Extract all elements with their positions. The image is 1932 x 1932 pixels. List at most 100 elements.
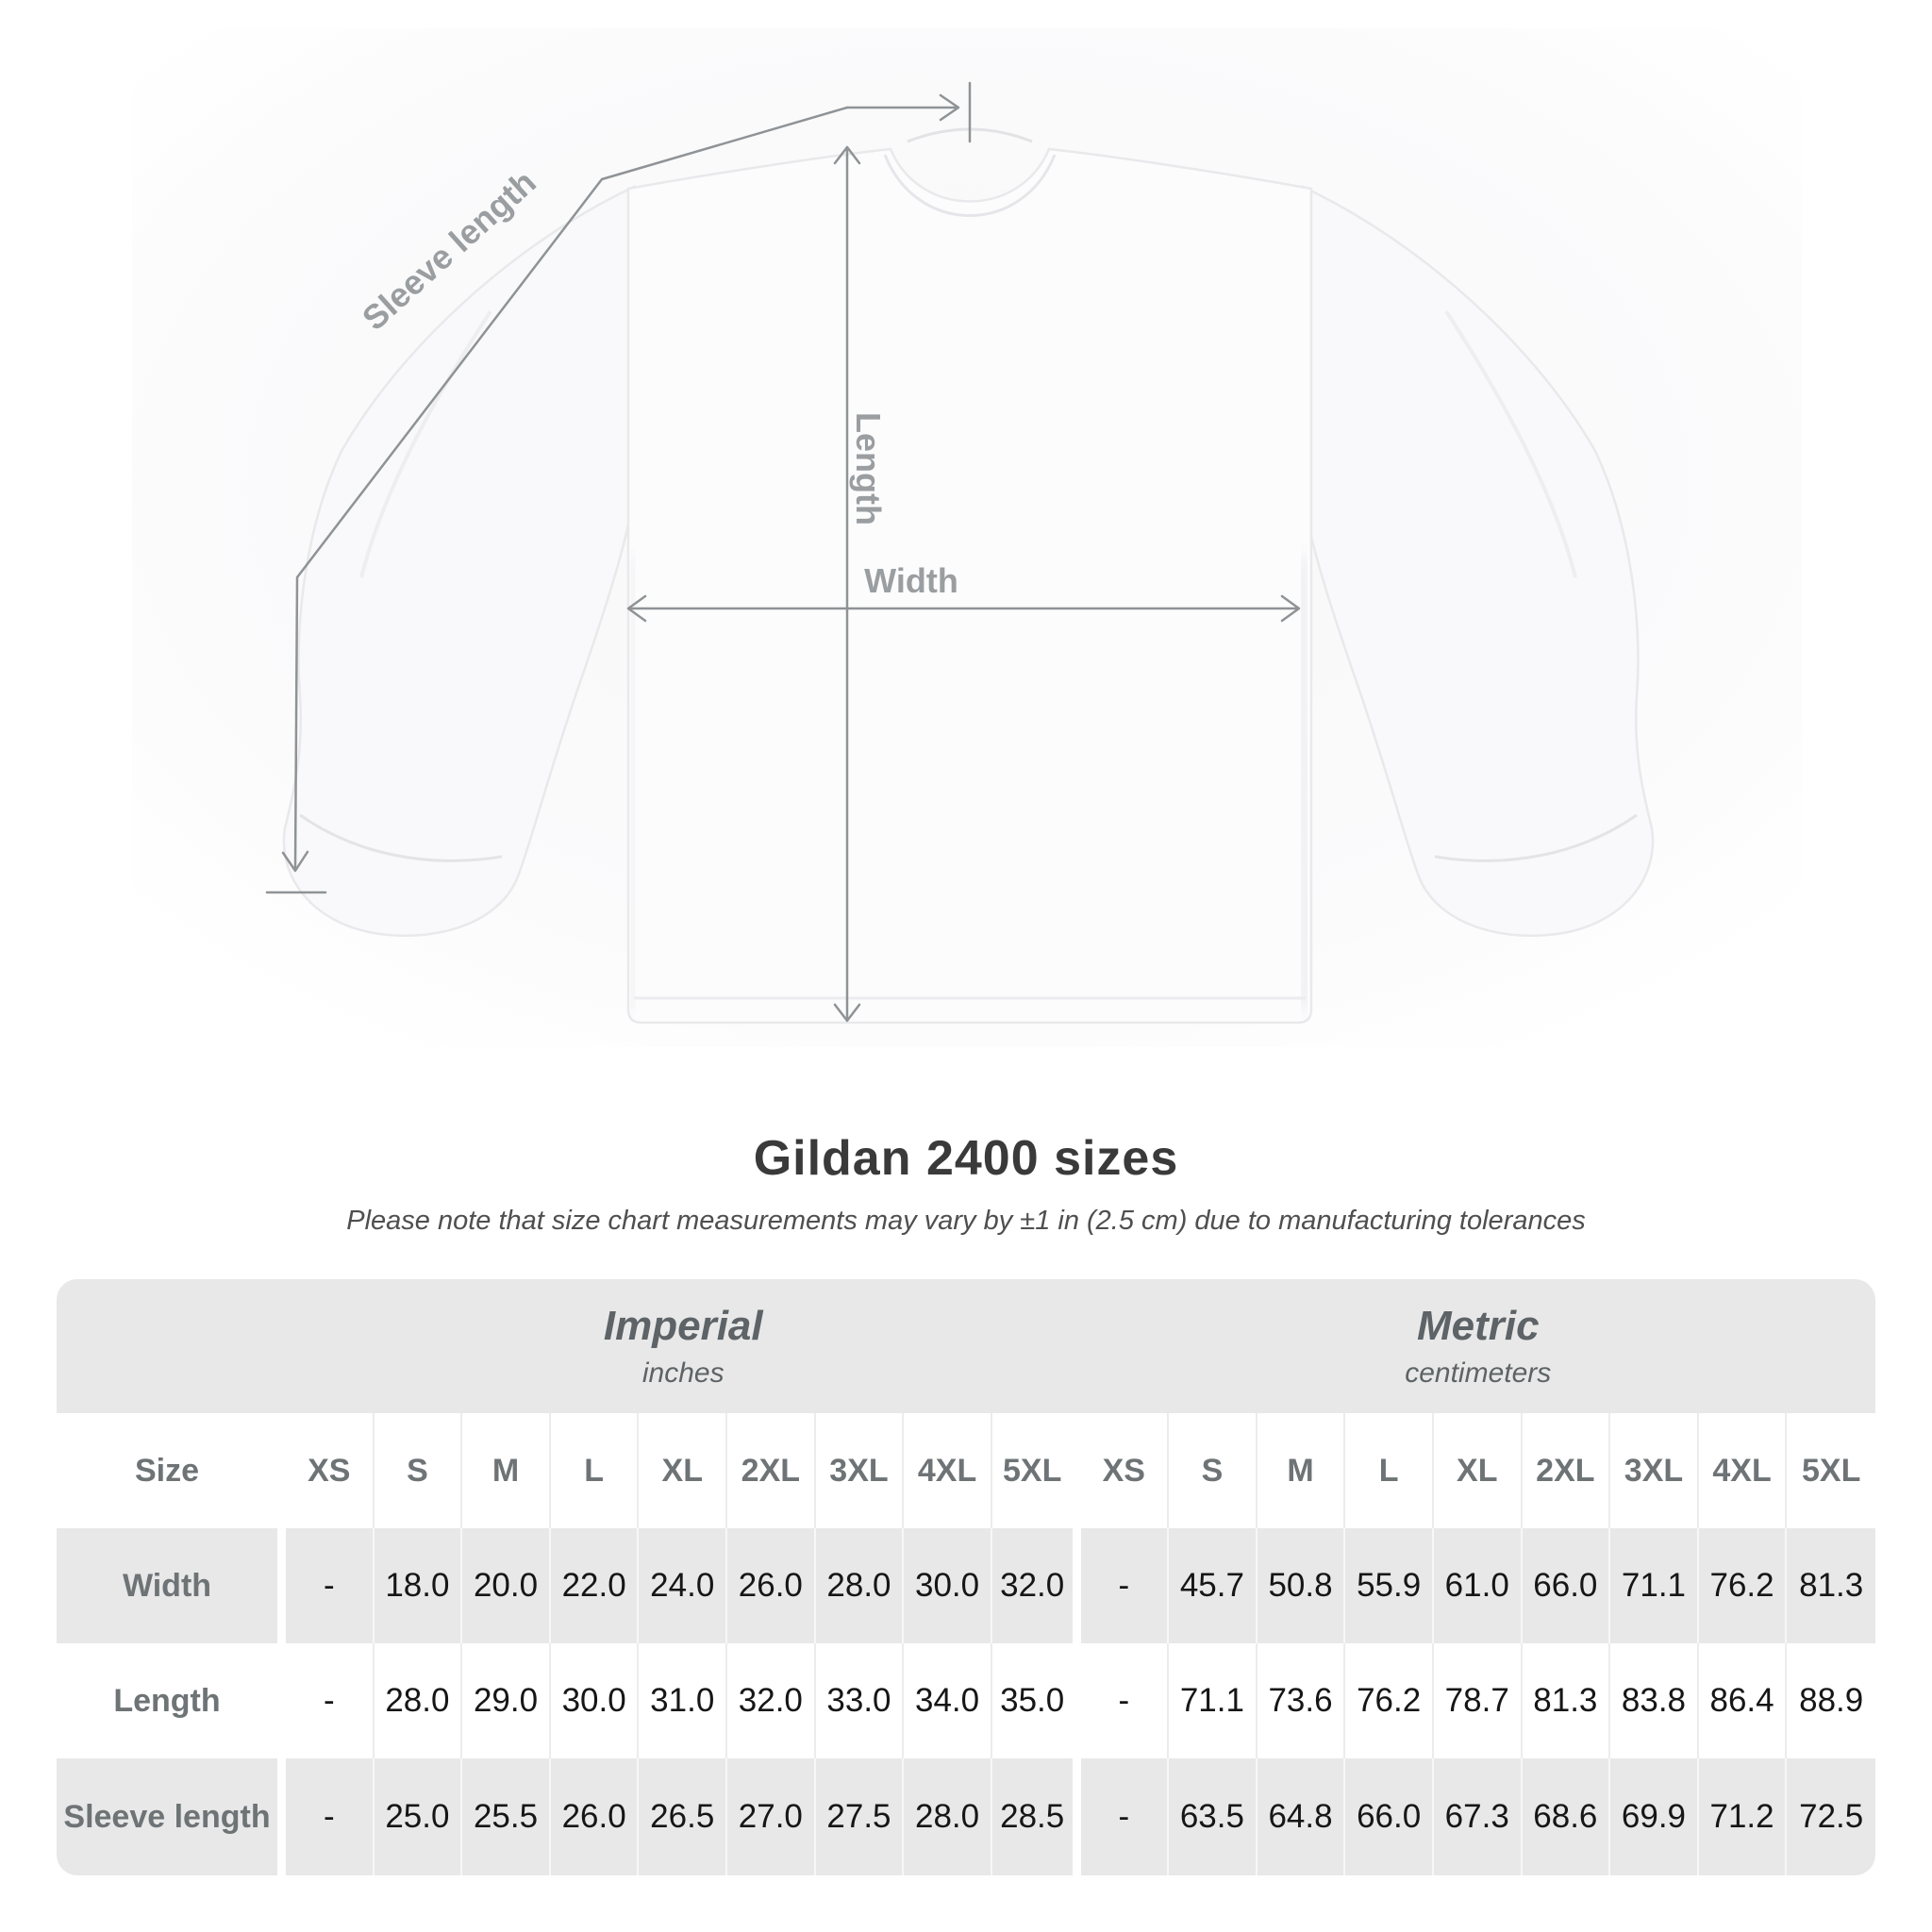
value-text: 81.3 [1533,1682,1598,1719]
metric-unit-label: centimeters [1405,1357,1552,1389]
value-text: 24.0 [650,1567,715,1604]
sleeve-imperial-xl: 26.5 [639,1758,728,1875]
value-text: 28.5 [1000,1798,1065,1835]
sleeve-imperial-5xl: 28.5 [991,1758,1081,1875]
row-label-length: Length [57,1643,286,1758]
size-col-metric-m: M [1257,1413,1346,1528]
value-text: 26.5 [650,1798,715,1835]
value-text: 50.8 [1268,1567,1333,1604]
size-col-metric-4xl: 4XL [1698,1413,1788,1528]
page-title: Gildan 2400 sizes [753,1131,1179,1186]
size-text: 5XL [1003,1452,1062,1489]
size-text: 4XL [917,1452,977,1489]
width-imperial-4xl: 30.0 [904,1528,992,1643]
arrowhead-left-icon [626,594,647,623]
size-col-metric-s: S [1169,1413,1257,1528]
value-text: 71.1 [1621,1567,1687,1604]
left-cuff-seam [299,813,503,862]
size-text: 5XL [1802,1452,1861,1489]
width-imperial-l: 22.0 [550,1528,640,1643]
arrowhead-up-icon [833,145,861,165]
size-col-imperial-xl: XL [639,1413,728,1528]
value-text: - [323,1798,335,1835]
value-text: 25.0 [385,1798,450,1835]
sleeve-metric-4xl: 71.2 [1698,1758,1788,1875]
size-text: 3XL [1624,1452,1684,1489]
length-imperial-2xl: 32.0 [727,1643,816,1758]
value-text: 27.5 [826,1798,891,1835]
length-imperial-xs: - [286,1643,375,1758]
value-text: 71.2 [1709,1798,1774,1835]
length-metric-xl: 78.7 [1433,1643,1523,1758]
length-metric-s: 71.1 [1169,1643,1257,1758]
length-metric-5xl: 88.9 [1787,1643,1875,1758]
arrowhead-down-icon [281,850,309,873]
value-text: 31.0 [650,1682,715,1719]
value-text: 28.0 [915,1798,980,1835]
value-text: 64.8 [1268,1798,1333,1835]
size-col-metric-l: L [1345,1413,1434,1528]
width-metric-5xl: 81.3 [1787,1528,1875,1643]
sleeve-metric-xl: 67.3 [1433,1758,1523,1875]
unit-band-imperial: Imperial inches [286,1279,1081,1413]
value-text: 26.0 [738,1567,803,1604]
unit-band-corner [57,1279,286,1413]
length-metric-2xl: 81.3 [1522,1643,1611,1758]
value-text: 34.0 [915,1682,980,1719]
width-metric-s: 45.7 [1169,1528,1257,1643]
size-col-imperial-l: L [550,1413,640,1528]
sleeve-imperial-l: 26.0 [550,1758,640,1875]
sleeve-metric-5xl: 72.5 [1787,1758,1875,1875]
width-metric-m: 50.8 [1257,1528,1346,1643]
length-imperial-5xl: 35.0 [991,1643,1081,1758]
value-text: 76.2 [1357,1682,1422,1719]
size-col-imperial-s: S [374,1413,463,1528]
sleeve-imperial-2xl: 27.0 [727,1758,816,1875]
width-imperial-xs: - [286,1528,375,1643]
size-col-metric-xs: XS [1080,1413,1170,1528]
value-text: 86.4 [1709,1682,1774,1719]
size-text: M [491,1452,520,1489]
value-text: 61.0 [1444,1567,1509,1604]
size-text: XS [308,1452,351,1489]
size-text: XS [1102,1452,1145,1489]
value-text: 63.5 [1179,1798,1244,1835]
arrowhead-down-icon [833,1003,861,1023]
size-text: S [1201,1452,1224,1489]
value-text: 26.0 [561,1798,626,1835]
left-sleeve-crease [359,309,492,578]
size-text: L [584,1452,605,1489]
value-text: 69.9 [1621,1798,1687,1835]
shirt-measurement-diagram: Sleeve length Length Width [132,28,1802,1047]
size-col-metric-3xl: 3XL [1610,1413,1699,1528]
shirt-right-sleeve [1301,185,1655,938]
value-text: 18.0 [385,1567,450,1604]
size-header-text: Size [134,1452,200,1489]
size-col-imperial-2xl: 2XL [727,1413,816,1528]
size-text: 2XL [741,1452,801,1489]
value-text: - [1118,1567,1130,1604]
row-label-width: Width [57,1528,286,1643]
length-imperial-m: 29.0 [462,1643,551,1758]
size-text: XL [661,1452,703,1489]
length-arrow [833,145,861,1023]
imperial-group-label: Imperial [603,1303,763,1349]
value-text: - [323,1567,335,1604]
width-metric-xl: 61.0 [1433,1528,1523,1643]
sleeve-imperial-xs: - [286,1758,375,1875]
value-text: 35.0 [1000,1682,1065,1719]
value-text: 32.0 [1000,1567,1065,1604]
size-col-metric-2xl: 2XL [1522,1413,1611,1528]
value-text: 30.0 [561,1682,626,1719]
width-metric-l: 55.9 [1345,1528,1434,1643]
metric-group-label: Metric [1416,1303,1540,1349]
arrowhead-right-icon [939,93,960,122]
value-text: 66.0 [1357,1798,1422,1835]
size-col-metric-5xl: 5XL [1787,1413,1875,1528]
row-label-text: Length [113,1682,221,1719]
imperial-unit-label: inches [641,1357,724,1389]
value-text: 78.7 [1444,1682,1509,1719]
value-text: 67.3 [1444,1798,1509,1835]
sleeve-metric-2xl: 68.6 [1522,1758,1611,1875]
